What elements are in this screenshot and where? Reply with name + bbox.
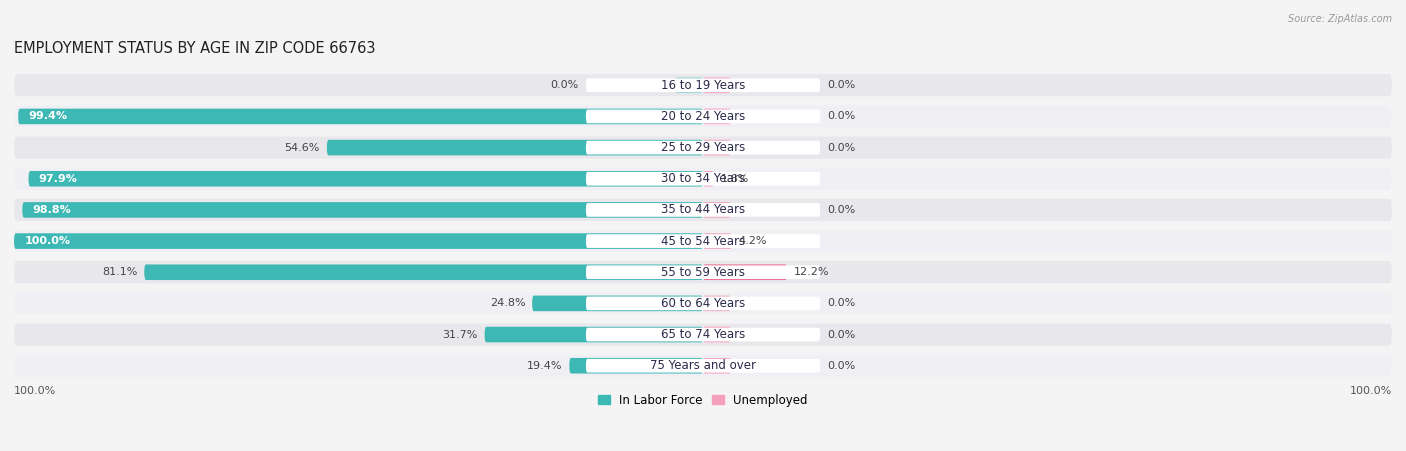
FancyBboxPatch shape — [703, 264, 787, 280]
Text: 100.0%: 100.0% — [24, 236, 70, 246]
FancyBboxPatch shape — [14, 233, 703, 249]
FancyBboxPatch shape — [703, 202, 731, 218]
FancyBboxPatch shape — [14, 105, 1392, 128]
FancyBboxPatch shape — [703, 78, 731, 93]
FancyBboxPatch shape — [703, 327, 731, 342]
Text: Source: ZipAtlas.com: Source: ZipAtlas.com — [1288, 14, 1392, 23]
FancyBboxPatch shape — [14, 136, 1392, 159]
Text: 81.1%: 81.1% — [103, 267, 138, 277]
FancyBboxPatch shape — [586, 234, 820, 248]
FancyBboxPatch shape — [14, 230, 1392, 252]
FancyBboxPatch shape — [675, 78, 703, 93]
Text: 45 to 54 Years: 45 to 54 Years — [661, 235, 745, 248]
FancyBboxPatch shape — [569, 358, 703, 373]
FancyBboxPatch shape — [14, 261, 1392, 284]
Text: 100.0%: 100.0% — [14, 386, 56, 396]
FancyBboxPatch shape — [14, 199, 1392, 221]
Text: 0.0%: 0.0% — [827, 361, 855, 371]
FancyBboxPatch shape — [14, 323, 1392, 346]
FancyBboxPatch shape — [14, 167, 1392, 190]
FancyBboxPatch shape — [586, 265, 820, 279]
Text: 55 to 59 Years: 55 to 59 Years — [661, 266, 745, 279]
Text: EMPLOYMENT STATUS BY AGE IN ZIP CODE 66763: EMPLOYMENT STATUS BY AGE IN ZIP CODE 667… — [14, 41, 375, 55]
Text: 4.2%: 4.2% — [738, 236, 768, 246]
FancyBboxPatch shape — [703, 233, 733, 249]
FancyBboxPatch shape — [531, 295, 703, 311]
FancyBboxPatch shape — [14, 105, 1392, 128]
FancyBboxPatch shape — [703, 295, 731, 311]
FancyBboxPatch shape — [14, 354, 1392, 377]
FancyBboxPatch shape — [586, 297, 820, 310]
Text: 16 to 19 Years: 16 to 19 Years — [661, 79, 745, 92]
FancyBboxPatch shape — [14, 74, 1392, 97]
FancyBboxPatch shape — [326, 140, 703, 156]
FancyBboxPatch shape — [703, 109, 731, 124]
Text: 0.0%: 0.0% — [827, 80, 855, 90]
FancyBboxPatch shape — [586, 328, 820, 341]
FancyBboxPatch shape — [586, 141, 820, 154]
Text: 35 to 44 Years: 35 to 44 Years — [661, 203, 745, 216]
Text: 99.4%: 99.4% — [28, 111, 67, 121]
Text: 0.0%: 0.0% — [827, 143, 855, 152]
FancyBboxPatch shape — [14, 199, 1392, 221]
Text: 31.7%: 31.7% — [443, 330, 478, 340]
Text: 25 to 29 Years: 25 to 29 Years — [661, 141, 745, 154]
FancyBboxPatch shape — [703, 140, 731, 156]
FancyBboxPatch shape — [14, 261, 1392, 284]
Text: 0.0%: 0.0% — [827, 299, 855, 308]
FancyBboxPatch shape — [586, 203, 820, 217]
Text: 19.4%: 19.4% — [527, 361, 562, 371]
Text: 98.8%: 98.8% — [32, 205, 72, 215]
Text: 65 to 74 Years: 65 to 74 Years — [661, 328, 745, 341]
Text: 75 Years and over: 75 Years and over — [650, 359, 756, 372]
FancyBboxPatch shape — [145, 264, 703, 280]
FancyBboxPatch shape — [22, 202, 703, 218]
Text: 97.9%: 97.9% — [39, 174, 77, 184]
FancyBboxPatch shape — [14, 354, 1392, 377]
Text: 60 to 64 Years: 60 to 64 Years — [661, 297, 745, 310]
FancyBboxPatch shape — [14, 292, 1392, 315]
Text: 24.8%: 24.8% — [489, 299, 526, 308]
Text: 0.0%: 0.0% — [551, 80, 579, 90]
FancyBboxPatch shape — [703, 358, 731, 373]
FancyBboxPatch shape — [586, 78, 820, 92]
Text: 0.0%: 0.0% — [827, 111, 855, 121]
FancyBboxPatch shape — [586, 359, 820, 373]
Text: 54.6%: 54.6% — [284, 143, 321, 152]
FancyBboxPatch shape — [586, 172, 820, 186]
FancyBboxPatch shape — [14, 74, 1392, 97]
Legend: In Labor Force, Unemployed: In Labor Force, Unemployed — [593, 389, 813, 412]
FancyBboxPatch shape — [14, 167, 1392, 190]
FancyBboxPatch shape — [14, 136, 1392, 159]
Text: 30 to 34 Years: 30 to 34 Years — [661, 172, 745, 185]
Text: 1.6%: 1.6% — [721, 174, 749, 184]
FancyBboxPatch shape — [28, 171, 703, 187]
FancyBboxPatch shape — [485, 327, 703, 342]
Text: 0.0%: 0.0% — [827, 330, 855, 340]
Text: 100.0%: 100.0% — [1350, 386, 1392, 396]
FancyBboxPatch shape — [14, 230, 1392, 252]
Text: 0.0%: 0.0% — [827, 205, 855, 215]
FancyBboxPatch shape — [586, 110, 820, 123]
FancyBboxPatch shape — [14, 323, 1392, 346]
Text: 12.2%: 12.2% — [794, 267, 830, 277]
FancyBboxPatch shape — [14, 292, 1392, 315]
FancyBboxPatch shape — [18, 109, 703, 124]
FancyBboxPatch shape — [703, 171, 714, 187]
Text: 20 to 24 Years: 20 to 24 Years — [661, 110, 745, 123]
